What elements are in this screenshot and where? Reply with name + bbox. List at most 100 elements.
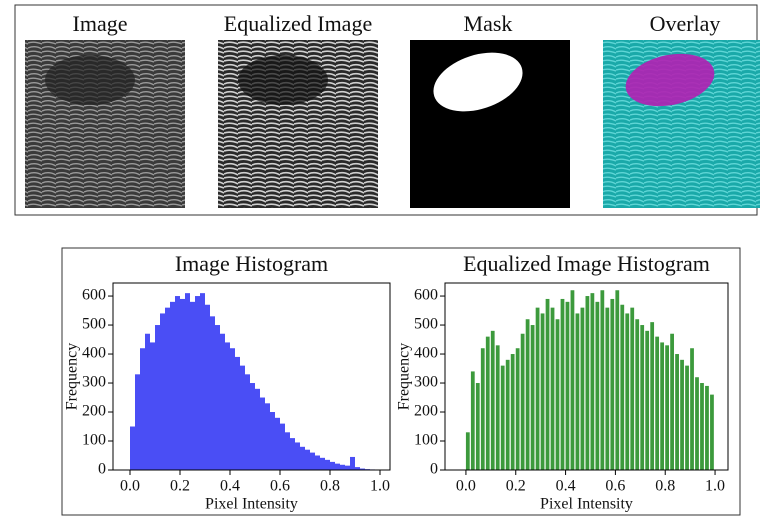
- y-axis-label: Frequency: [64, 343, 81, 411]
- y-tick-label: 100: [82, 432, 106, 449]
- x-tick-label: 0.4: [220, 478, 240, 495]
- chart-title: Equalized Image Histogram: [463, 251, 710, 276]
- histogram-bar: [645, 331, 649, 470]
- x-tick-label: 0.2: [170, 478, 190, 495]
- image-title: Mask: [464, 11, 513, 36]
- histogram-bar: [260, 398, 265, 470]
- histogram-bar: [526, 319, 530, 470]
- y-tick-label: 600: [414, 287, 438, 304]
- histogram-bar: [340, 465, 345, 470]
- x-tick-label: 0.0: [456, 478, 476, 495]
- histogram-bar: [521, 334, 525, 470]
- y-tick-label: 300: [82, 374, 106, 391]
- histogram-bar: [130, 427, 135, 470]
- histogram-bar: [335, 464, 340, 470]
- histogram-bar: [250, 383, 255, 470]
- x-tick-label: 0.2: [506, 478, 526, 495]
- histogram-bar: [310, 453, 315, 470]
- histogram-bar: [255, 389, 260, 470]
- histogram-bar: [620, 305, 624, 470]
- histogram-bar: [660, 342, 664, 470]
- histogram-bar: [295, 442, 300, 470]
- histogram-bar: [230, 348, 235, 470]
- histogram-bar: [280, 424, 285, 470]
- y-tick-label: 0: [430, 461, 438, 478]
- y-tick-label: 400: [82, 345, 106, 362]
- histogram-bar: [160, 313, 165, 470]
- histogram-bar: [180, 299, 185, 470]
- histogram-bar: [670, 334, 674, 470]
- histogram-bar: [290, 438, 295, 470]
- histogram-bar: [240, 366, 245, 470]
- x-tick-label: 0.6: [270, 478, 290, 495]
- y-tick-label: 0: [98, 461, 106, 478]
- histogram-bar: [665, 345, 669, 470]
- image-title: Equalized Image: [224, 11, 372, 36]
- histogram-bar: [600, 290, 604, 470]
- histogram-bar: [595, 302, 599, 470]
- histogram-bar: [466, 432, 470, 470]
- x-tick-label: 0.8: [320, 478, 340, 495]
- histogram-bar: [610, 299, 614, 470]
- y-tick-label: 200: [414, 403, 438, 420]
- histogram-bar: [640, 325, 644, 470]
- histogram-bar: [275, 418, 280, 470]
- lesion: [45, 55, 135, 105]
- y-tick-label: 500: [82, 316, 106, 333]
- image-title: Overlay: [650, 11, 721, 36]
- histogram-bar: [506, 360, 510, 470]
- histogram-bar: [571, 290, 575, 470]
- histogram-bar: [205, 305, 210, 470]
- histogram-bar: [265, 403, 270, 470]
- histogram-bar: [561, 299, 565, 470]
- histogram-bar: [635, 319, 639, 470]
- figure: Image Equalized Image Mask Overlay 01002…: [0, 0, 766, 520]
- histogram-bar: [471, 371, 475, 470]
- histogram-bar: [305, 450, 310, 470]
- y-tick-label: 400: [414, 345, 438, 362]
- histogram-bar: [590, 293, 594, 470]
- histogram-bar: [625, 313, 629, 470]
- histogram-bar: [270, 412, 275, 470]
- histogram-bar: [350, 457, 355, 470]
- histogram-bar: [630, 308, 634, 470]
- histogram-bar: [531, 325, 535, 470]
- y-tick-label: 600: [82, 287, 106, 304]
- histogram-bar: [650, 322, 654, 470]
- histogram-bar: [536, 308, 540, 470]
- x-axis-label: Pixel Intensity: [540, 496, 633, 513]
- histogram-bar: [150, 342, 155, 470]
- histogram-bar: [516, 348, 520, 470]
- histogram-bar: [215, 325, 220, 470]
- histogram-bar: [581, 308, 585, 470]
- histogram-bar: [551, 308, 555, 470]
- histogram-bar: [345, 466, 350, 470]
- histogram-bar: [680, 360, 684, 470]
- x-tick-label: 0.0: [120, 478, 140, 495]
- histogram-bar: [576, 313, 580, 470]
- histogram-bar: [655, 337, 659, 470]
- histogram-bar: [511, 354, 515, 470]
- y-tick-label: 200: [82, 403, 106, 420]
- x-tick-label: 0.6: [605, 478, 625, 495]
- histogram-bar: [486, 337, 490, 470]
- histogram-bar: [155, 325, 160, 470]
- lesion: [238, 55, 328, 105]
- histogram-bar: [605, 308, 609, 470]
- histogram-bar: [481, 348, 485, 470]
- histogram-bar: [675, 354, 679, 470]
- histogram-bar: [220, 334, 225, 470]
- histogram-bar: [705, 386, 709, 470]
- y-tick-label: 300: [414, 374, 438, 391]
- histogram-bar: [285, 432, 290, 470]
- x-axis-label: Pixel Intensity: [205, 496, 298, 513]
- histogram-bar: [225, 342, 230, 470]
- histogram-bar: [586, 296, 590, 470]
- y-tick-label: 500: [414, 316, 438, 333]
- histogram-bar: [695, 377, 699, 470]
- histogram-bar: [185, 293, 190, 470]
- x-tick-label: 0.4: [556, 478, 576, 495]
- histogram-bar: [325, 460, 330, 470]
- histogram-bar: [165, 308, 170, 470]
- histogram-bar: [690, 348, 694, 470]
